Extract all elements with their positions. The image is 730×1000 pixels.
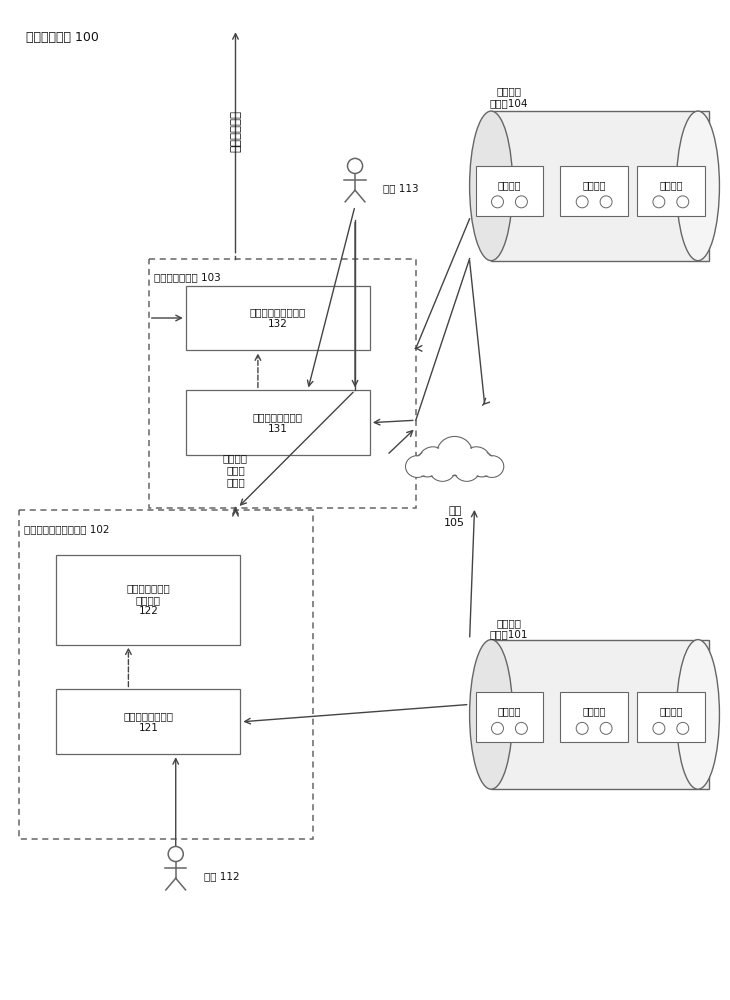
Text: 用户 112: 用户 112 [204, 871, 239, 881]
Text: 训练图像: 训练图像 [583, 706, 606, 716]
Bar [185, 286, 370, 350]
Ellipse shape [677, 640, 720, 789]
Ellipse shape [469, 453, 494, 476]
Ellipse shape [437, 436, 472, 469]
Ellipse shape [407, 457, 429, 477]
Text: 解剖学分类器训练单元 102: 解剖学分类器训练单元 102 [24, 524, 110, 534]
Text: 图像分割系统 100: 图像分割系统 100 [26, 31, 99, 44]
Ellipse shape [468, 452, 495, 477]
Text: 界标特征提取模块
121: 界标特征提取模块 121 [123, 711, 173, 733]
Ellipse shape [420, 448, 446, 473]
Bar [637, 166, 704, 216]
Bar [185, 390, 370, 455]
Ellipse shape [464, 448, 489, 473]
Ellipse shape [439, 438, 471, 467]
Ellipse shape [481, 457, 503, 477]
Ellipse shape [480, 456, 504, 477]
Ellipse shape [462, 447, 491, 474]
Bar [491, 111, 709, 261]
Bar [560, 692, 628, 742]
Ellipse shape [415, 453, 440, 476]
Text: 医学图像
数据库104: 医学图像 数据库104 [490, 86, 528, 108]
Ellipse shape [419, 447, 447, 474]
Ellipse shape [469, 111, 512, 261]
Text: 用户 113: 用户 113 [383, 183, 418, 193]
Ellipse shape [431, 459, 454, 480]
Text: 训练图像
数据库101: 训练图像 数据库101 [490, 618, 528, 639]
Bar [560, 166, 628, 216]
Text: 训练好的
解剖学
分类器: 训练好的 解剖学 分类器 [223, 453, 248, 487]
Ellipse shape [433, 448, 477, 474]
Text: 医学图像: 医学图像 [583, 180, 606, 190]
Bar [19, 510, 313, 839]
Ellipse shape [431, 447, 478, 476]
Bar [56, 555, 240, 645]
Text: 训练图像: 训练图像 [498, 706, 521, 716]
Ellipse shape [677, 111, 720, 261]
Text: 基于界标特征的
训练模块
122: 基于界标特征的 训练模块 122 [126, 583, 170, 616]
Text: 界标特征提取模块
131: 界标特征提取模块 131 [253, 412, 303, 434]
Text: 解剖学结构分类模块
132: 解剖学结构分类模块 132 [250, 307, 306, 329]
Ellipse shape [406, 456, 429, 477]
Bar [149, 259, 416, 508]
Bar [475, 166, 543, 216]
Bar [56, 689, 240, 754]
Ellipse shape [414, 452, 441, 477]
Bar [637, 692, 704, 742]
Text: 医学图像: 医学图像 [659, 180, 683, 190]
Text: 网络
105: 网络 105 [444, 506, 465, 528]
Ellipse shape [455, 459, 479, 480]
Text: 解剖学分类单元 103: 解剖学分类单元 103 [154, 273, 220, 283]
Text: 训练图像: 训练图像 [659, 706, 683, 716]
Ellipse shape [429, 458, 456, 481]
Text: 分割后的图像: 分割后的图像 [229, 110, 242, 152]
Bar [475, 692, 543, 742]
Text: 医学图像: 医学图像 [498, 180, 521, 190]
Ellipse shape [469, 640, 512, 789]
Ellipse shape [454, 458, 480, 481]
Bar [491, 640, 709, 789]
